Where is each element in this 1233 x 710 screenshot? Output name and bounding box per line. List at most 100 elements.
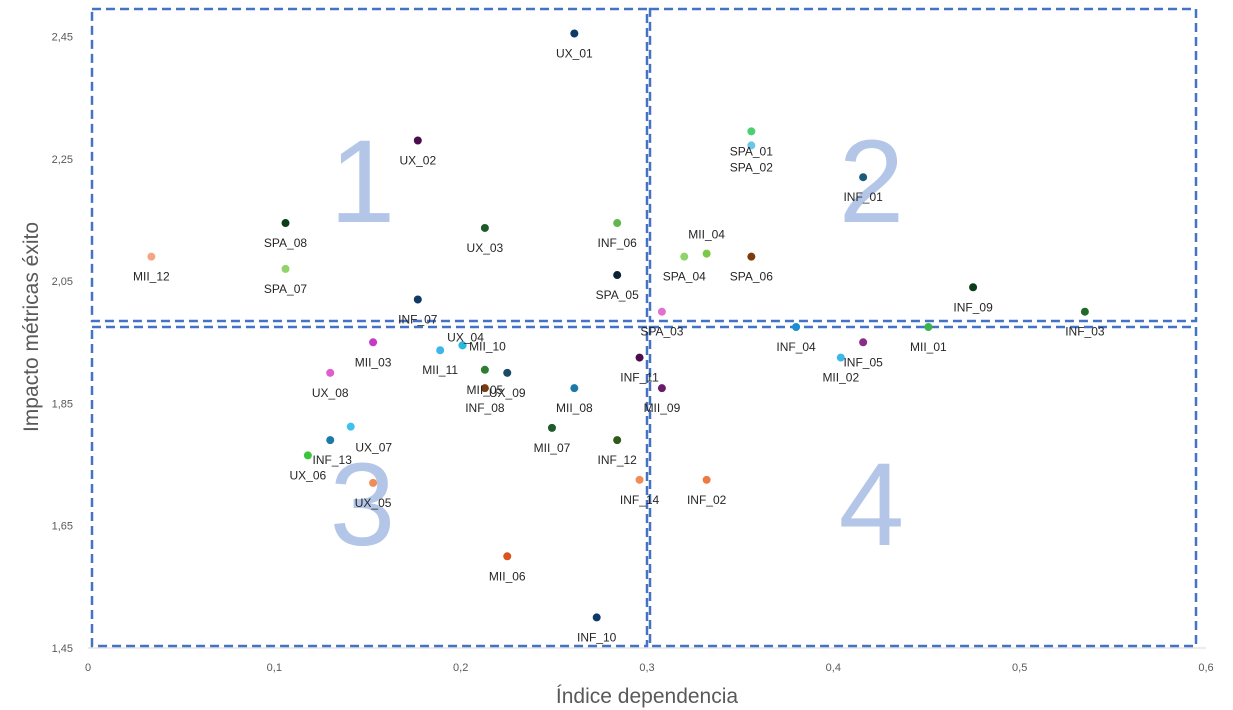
point-label: SPA_04 [663, 270, 706, 284]
x-tick-label: 0,6 [1198, 662, 1213, 674]
data-point [592, 613, 601, 622]
quadrant-box [648, 7, 1198, 323]
point-label: MII_04 [688, 228, 725, 242]
quadrant-boxes [90, 7, 1198, 648]
data-point [702, 475, 711, 484]
data-point [369, 338, 378, 347]
data-point [281, 264, 290, 273]
data-point [480, 384, 489, 393]
point-label: INF_12 [598, 453, 638, 467]
point-label: INF_06 [598, 236, 638, 250]
point-label: MII_02 [822, 371, 859, 385]
data-point [635, 475, 644, 484]
data-point [680, 252, 689, 261]
quadrant-labels: 1 2 3 4 [330, 116, 905, 571]
point-label: SPA_02 [730, 160, 773, 174]
point-label: UX_02 [399, 154, 436, 168]
point-label: UX_06 [290, 468, 327, 482]
data-point [613, 271, 622, 280]
x-tick-label: 0,4 [826, 662, 841, 674]
data-point [1080, 307, 1089, 316]
point-label: INF_05 [843, 355, 883, 369]
point-label: MII_03 [355, 355, 392, 369]
data-point [924, 323, 933, 331]
data-point [326, 368, 335, 377]
point-label: INF_09 [953, 300, 993, 314]
x-tick-label: 0,2 [453, 662, 468, 674]
data-point [303, 451, 312, 460]
data-point [480, 223, 489, 232]
data-point [503, 368, 512, 377]
data-point [281, 219, 290, 228]
point-label: SPA_08 [264, 236, 307, 250]
point-label: MII_11 [422, 363, 458, 377]
quadrant-label: 1 [330, 116, 396, 248]
data-point [613, 219, 622, 228]
point-label: SPA_01 [730, 144, 773, 158]
data-point [747, 141, 756, 150]
data-point [747, 127, 756, 136]
y-tick-label: 2,45 [52, 32, 73, 44]
y-tick-label: 1,85 [52, 398, 73, 410]
data-point [326, 436, 335, 445]
data-point [969, 283, 978, 292]
y-tick-label: 1,45 [52, 643, 73, 655]
data-point [859, 173, 868, 182]
x-tick-label: 0 [85, 662, 91, 674]
point-label: MII_10 [469, 339, 506, 353]
data-point [792, 323, 801, 331]
quadrant-box [648, 325, 1198, 648]
point-label: UX_01 [556, 47, 593, 61]
point-label: SPA_06 [730, 270, 773, 284]
data-point [836, 353, 845, 362]
quadrant-box [90, 325, 649, 648]
point-label: SPA_07 [264, 282, 307, 296]
data-point [413, 295, 422, 304]
data-point [570, 384, 579, 393]
data-point [657, 384, 666, 393]
data-points [147, 29, 1089, 622]
point-label: UX_03 [467, 241, 504, 255]
y-axis-title: Impacto métricas éxito [20, 222, 43, 432]
point-label: INF_02 [687, 493, 727, 507]
point-label: MII_07 [534, 441, 571, 455]
data-point [480, 365, 489, 374]
data-point [613, 436, 622, 445]
x-tick-label: 0,5 [1012, 662, 1027, 674]
data-point [369, 478, 378, 487]
point-label: MII_06 [489, 569, 526, 583]
x-tick-label: 0,1 [267, 662, 282, 674]
quadrant-label: 2 [839, 116, 905, 248]
point-label: MII_12 [133, 270, 170, 284]
point-label: INF_04 [776, 340, 816, 354]
data-point [702, 249, 711, 258]
point-label: INF_07 [398, 312, 438, 326]
point-label: INF_08 [465, 401, 505, 415]
point-label: UX_08 [312, 386, 349, 400]
point-label: UX_07 [355, 441, 392, 455]
data-point [147, 252, 156, 261]
y-tick-label: 1,65 [52, 521, 73, 533]
data-point [859, 338, 868, 347]
quadrant-label: 3 [330, 439, 396, 571]
point-label: SPA_05 [596, 288, 639, 302]
data-labels: UX_01 UX_02 SPA_08 UX_03 INF_06 MII_12 SPA_07 S… [133, 47, 1105, 645]
data-point [570, 29, 579, 38]
quadrant-label: 4 [839, 439, 905, 571]
point-label: INF_10 [577, 630, 617, 644]
data-point [346, 422, 355, 431]
x-tick-label: 0,3 [639, 662, 654, 674]
point-label: INF_11 [620, 371, 659, 385]
point-label: SPA_03 [640, 325, 683, 339]
point-label: UX_04 [447, 330, 484, 344]
point-label: MII_08 [556, 401, 593, 415]
data-point [635, 353, 644, 362]
data-point [657, 307, 666, 316]
data-point [458, 341, 467, 350]
data-point [503, 552, 512, 561]
data-point [747, 252, 756, 261]
point-label: UX_05 [355, 496, 392, 510]
y-tick-label: 2,25 [52, 154, 73, 166]
point-label: INF_03 [1065, 325, 1105, 339]
point-label: INF_14 [620, 493, 660, 507]
